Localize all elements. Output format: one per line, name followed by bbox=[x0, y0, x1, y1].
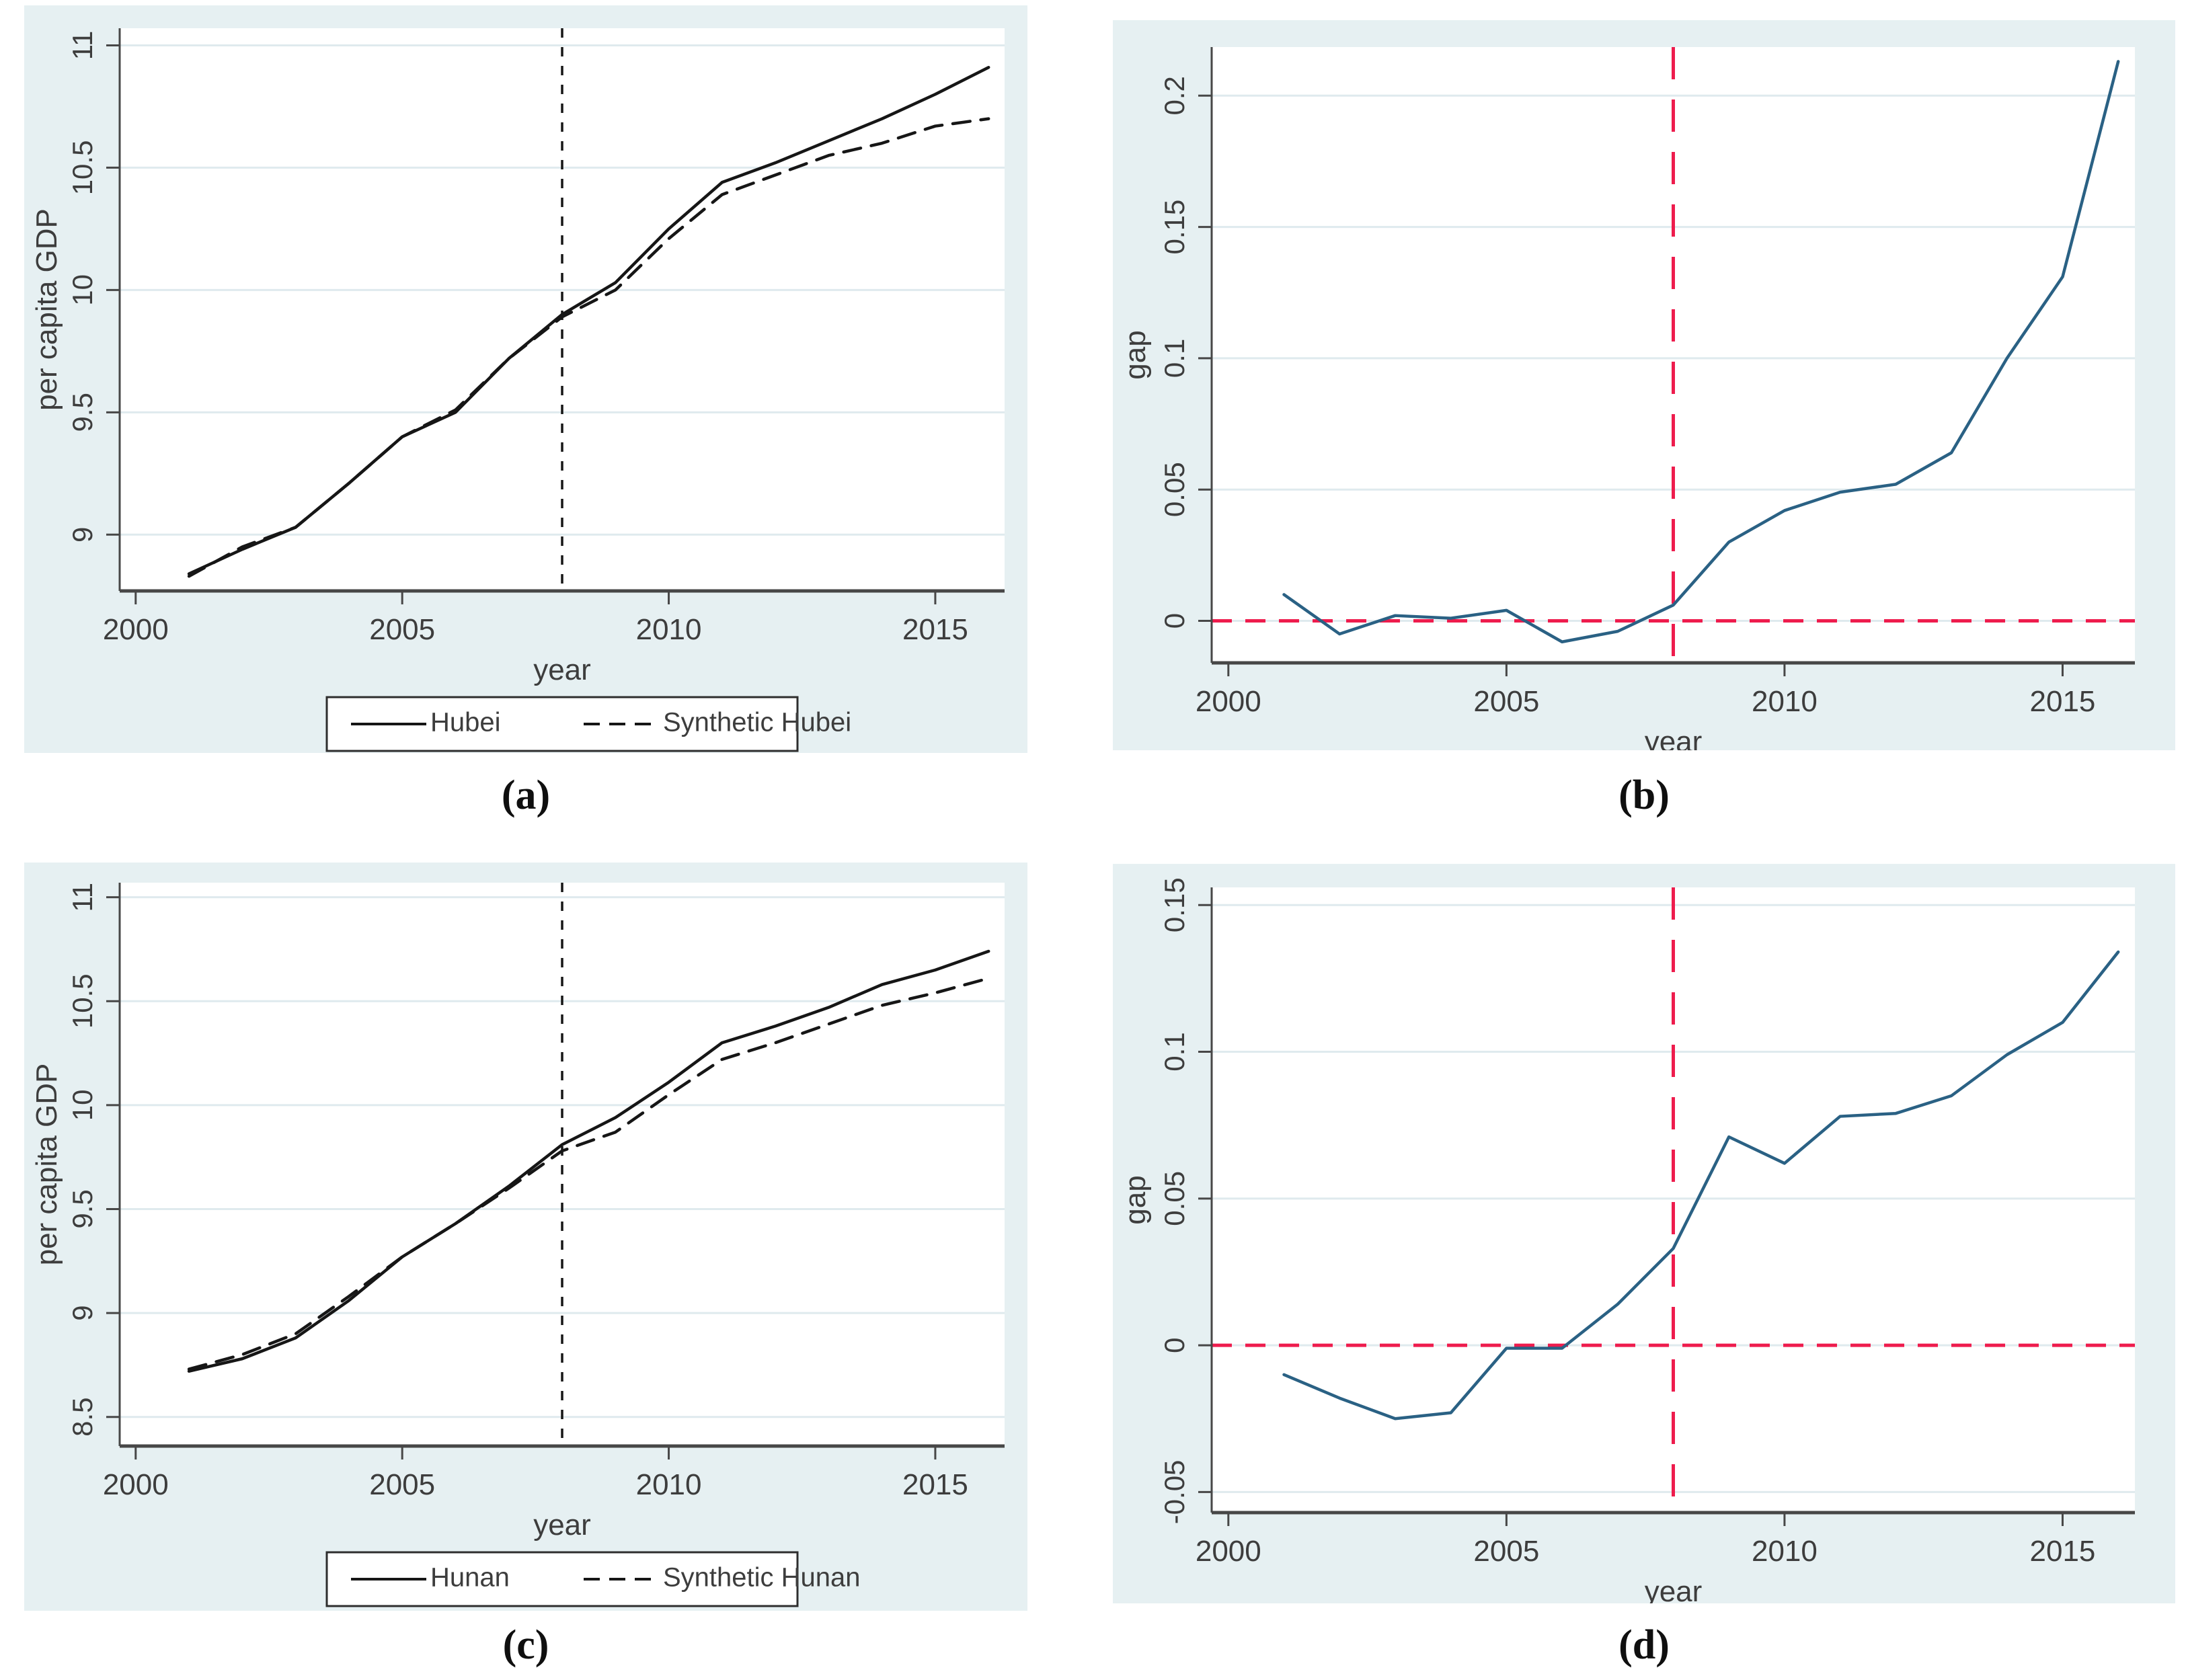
y-tick-label: 0.05 bbox=[1159, 462, 1190, 517]
y-tick-label: 9.5 bbox=[67, 1189, 98, 1228]
panel-hubei-trend: 9 9.5 10 10.5 11 2000 2005 2010 2015 year per capi… bbox=[24, 5, 1027, 753]
panel-hunan-gap: -0.05 0 0.05 0.1 0.15 2000 2005 2010 2015 year gap bbox=[1113, 864, 2175, 1603]
y-tick-label: 9.5 bbox=[67, 393, 98, 432]
hunan-gap-line bbox=[1282, 950, 2120, 1421]
x-tick-label: 2005 bbox=[1473, 685, 1539, 718]
x-tick-label: 2000 bbox=[103, 1468, 169, 1501]
plot-area bbox=[120, 883, 1005, 1446]
chart-hunan-trend: 8.5 9 9.5 10 10.5 11 2000 2005 2010 2015 year per c… bbox=[24, 863, 1027, 1611]
y-axis-title: gap bbox=[1119, 1175, 1152, 1224]
caption-a: (a) bbox=[501, 772, 551, 818]
y-tick-label: 0.05 bbox=[1159, 1171, 1190, 1226]
hubei-gap-line bbox=[1282, 60, 2120, 644]
chart-svg-c: 8.5 9 9.5 10 10.5 11 2000 2005 2010 2015 year per c… bbox=[30, 883, 1005, 1607]
y-tick-label: 10.5 bbox=[67, 973, 98, 1029]
chart-svg-a: 9 9.5 10 10.5 11 2000 2005 2010 2015 year per capi… bbox=[30, 28, 1005, 752]
x-tick-label: 2005 bbox=[369, 613, 435, 646]
x-tick-label: 2005 bbox=[369, 1468, 435, 1501]
legend: Hunan Synthetic Hunan bbox=[325, 1551, 861, 1607]
y-tick-label: 0.15 bbox=[1159, 877, 1190, 932]
y-tick-label: 0 bbox=[1159, 613, 1190, 629]
caption-b: (b) bbox=[1618, 772, 1670, 818]
caption-d: (d) bbox=[1618, 1622, 1670, 1668]
x-tick-label: 2015 bbox=[2030, 685, 2096, 718]
synthetic-hubei-line bbox=[187, 117, 990, 578]
synthetic-hunan-line bbox=[187, 976, 990, 1371]
y-tick-label: 0.15 bbox=[1159, 200, 1190, 255]
x-axis-title: year bbox=[533, 1509, 591, 1542]
legend-label-synthetic-hubei: Synthetic Hubei bbox=[663, 708, 851, 737]
x-axis-title: year bbox=[1645, 725, 1703, 750]
y-tick-label: 8.5 bbox=[67, 1398, 98, 1437]
x-tick-label: 2015 bbox=[2030, 1535, 2096, 1568]
plot-area bbox=[1212, 47, 2135, 663]
x-tick-label: 2015 bbox=[902, 613, 968, 646]
x-tick-label: 2000 bbox=[103, 613, 169, 646]
x-tick-label: 2010 bbox=[636, 613, 702, 646]
y-tick-label: 11 bbox=[67, 883, 98, 912]
x-tick-label: 2015 bbox=[902, 1468, 968, 1501]
x-tick-label: 2000 bbox=[1196, 1535, 1261, 1568]
y-tick-label: 0.2 bbox=[1159, 76, 1190, 115]
x-tick-label: 2005 bbox=[1473, 1535, 1539, 1568]
y-tick-label: 0.1 bbox=[1159, 339, 1190, 378]
hunan-line bbox=[187, 949, 990, 1373]
panel-hunan-trend: 8.5 9 9.5 10 10.5 11 2000 2005 2010 2015 year per c… bbox=[24, 863, 1027, 1611]
x-tick-label: 2010 bbox=[1752, 1535, 1818, 1568]
y-axis-title: per capita GDP bbox=[30, 208, 63, 411]
y-tick-label: 11 bbox=[67, 31, 98, 61]
caption-c: (c) bbox=[502, 1622, 549, 1668]
y-tick-label: 9 bbox=[67, 527, 98, 543]
x-axis-title: year bbox=[1645, 1575, 1703, 1603]
x-axis-title: year bbox=[533, 653, 591, 686]
y-tick-label: 10 bbox=[67, 274, 98, 306]
y-tick-label: 10 bbox=[67, 1090, 98, 1121]
legend-label-hunan: Hunan bbox=[430, 1563, 510, 1593]
y-tick-label: 0.1 bbox=[1159, 1032, 1190, 1071]
y-axis-title: per capita GDP bbox=[30, 1064, 63, 1266]
chart-hubei-trend: 9 9.5 10 10.5 11 2000 2005 2010 2015 year per capi… bbox=[24, 5, 1027, 753]
y-tick-label: 0 bbox=[1159, 1337, 1190, 1353]
y-tick-label: 10.5 bbox=[67, 141, 98, 196]
y-axis-title: gap bbox=[1119, 330, 1152, 379]
y-tick-label: 9 bbox=[67, 1305, 98, 1320]
y-tick-label: -0.05 bbox=[1159, 1460, 1190, 1525]
chart-hunan-gap: -0.05 0 0.05 0.1 0.15 2000 2005 2010 2015 year gap bbox=[1113, 864, 2175, 1603]
x-tick-label: 2010 bbox=[636, 1468, 702, 1501]
chart-svg-b: 0 0.05 0.1 0.15 0.2 2000 2005 2010 2015 year gap bbox=[1119, 47, 2135, 750]
x-tick-label: 2010 bbox=[1752, 685, 1818, 718]
legend-label-hubei: Hubei bbox=[430, 708, 501, 737]
x-tick-label: 2000 bbox=[1196, 685, 1261, 718]
chart-svg-d: -0.05 0 0.05 0.1 0.15 2000 2005 2010 2015 year gap bbox=[1119, 877, 2135, 1603]
legend: Hubei Synthetic Hubei bbox=[325, 696, 851, 752]
plot-area bbox=[120, 28, 1005, 591]
legend-label-synthetic-hunan: Synthetic Hunan bbox=[663, 1563, 861, 1593]
chart-hubei-gap: 0 0.05 0.1 0.15 0.2 2000 2005 2010 2015 year gap bbox=[1113, 20, 2175, 750]
panel-hubei-gap: 0 0.05 0.1 0.15 0.2 2000 2005 2010 2015 year gap bbox=[1113, 20, 2175, 750]
